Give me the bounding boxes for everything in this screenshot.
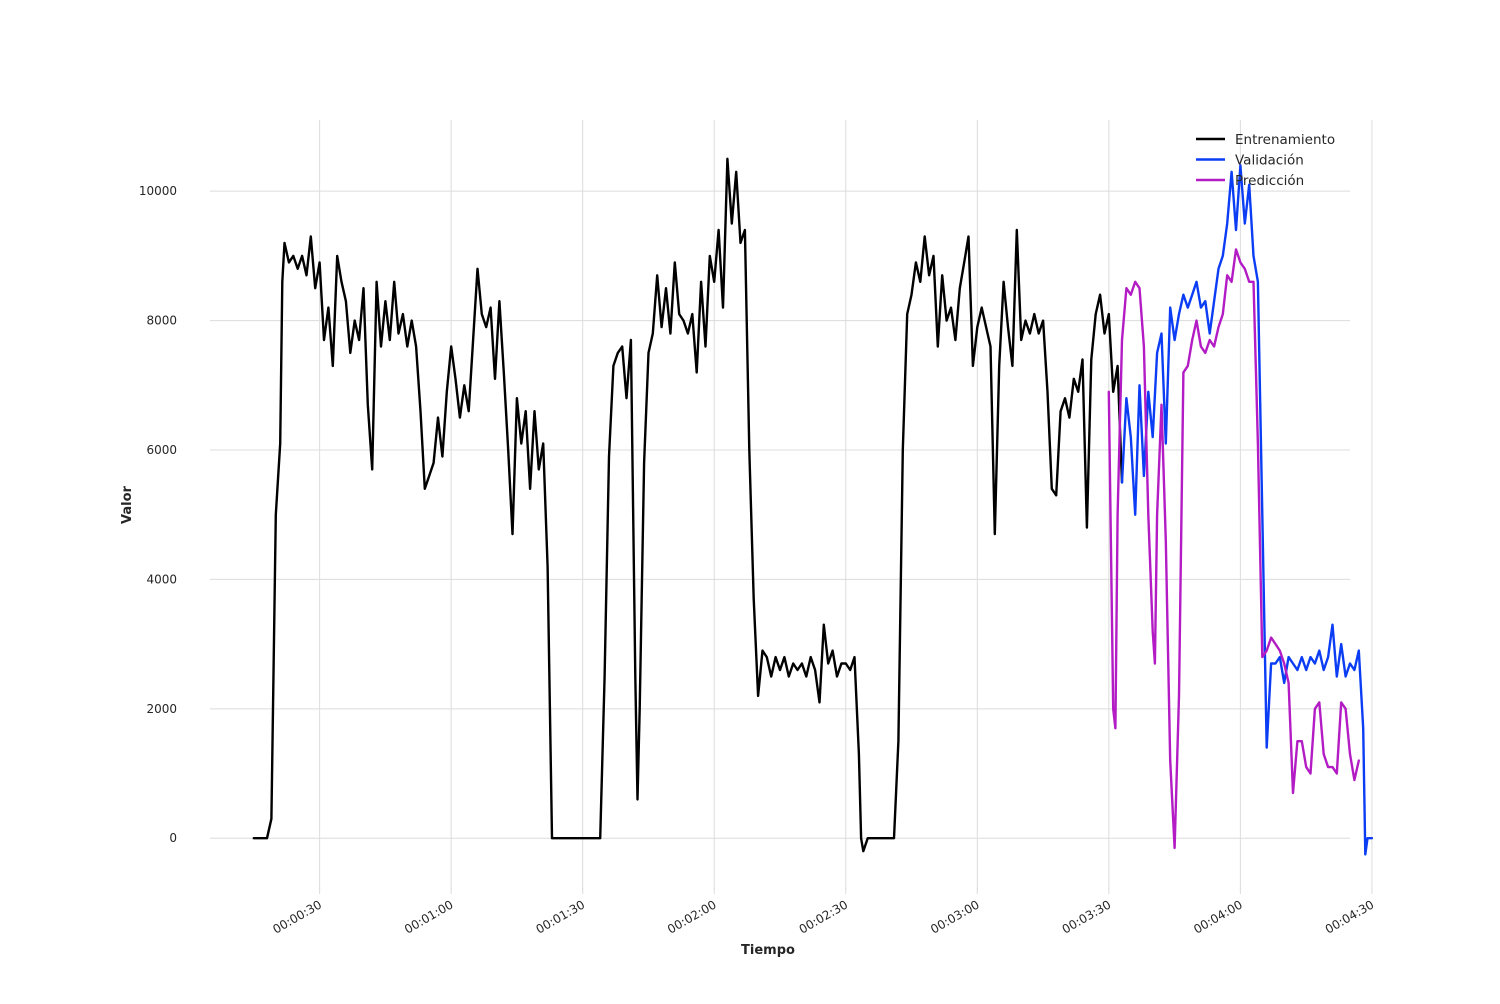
y-tick-label: 4000 (146, 572, 177, 586)
x-gridlines (319, 120, 1373, 890)
series-line-2 (1120, 164, 1374, 856)
series-line-3 (1107, 248, 1360, 850)
y-tick-label: 8000 (146, 314, 177, 328)
x-tick-label: 00:00:30 (270, 897, 324, 936)
y-tick-label: 2000 (146, 702, 177, 716)
y-tick-label: 0 (169, 831, 177, 845)
legend: Entrenamiento Validación Predicción (1196, 132, 1335, 189)
legend-label: Predicción (1235, 173, 1304, 189)
x-tick-label: 00:01:30 (534, 897, 588, 936)
y-tick-label: 6000 (146, 443, 177, 457)
x-tick-label: 00:04:00 (1191, 897, 1245, 936)
series-lines (252, 157, 1374, 856)
y-axis-ticks: 0 2000 4000 6000 8000 10000 (139, 184, 177, 845)
legend-label: Validación (1235, 153, 1304, 169)
series-line-1 (252, 157, 1124, 853)
y-axis-title: Valor (120, 485, 135, 524)
y-tick-label: 10000 (139, 184, 177, 198)
x-tick-label: 00:02:30 (797, 897, 851, 936)
x-tick-label: 00:03:30 (1060, 897, 1114, 936)
x-axis-title: Tiempo (741, 943, 795, 958)
x-tick-label: 00:03:00 (928, 897, 982, 936)
x-tick-label: 00:04:30 (1323, 897, 1377, 936)
x-tick-label: 00:02:00 (665, 897, 719, 936)
x-tick-label: 00:01:00 (402, 897, 456, 936)
x-axis-ticks: 00:00:30 00:01:00 00:01:30 00:02:00 00:02:30… (270, 888, 1376, 937)
legend-label: Entrenamiento (1235, 132, 1335, 148)
y-gridlines (210, 190, 1350, 839)
